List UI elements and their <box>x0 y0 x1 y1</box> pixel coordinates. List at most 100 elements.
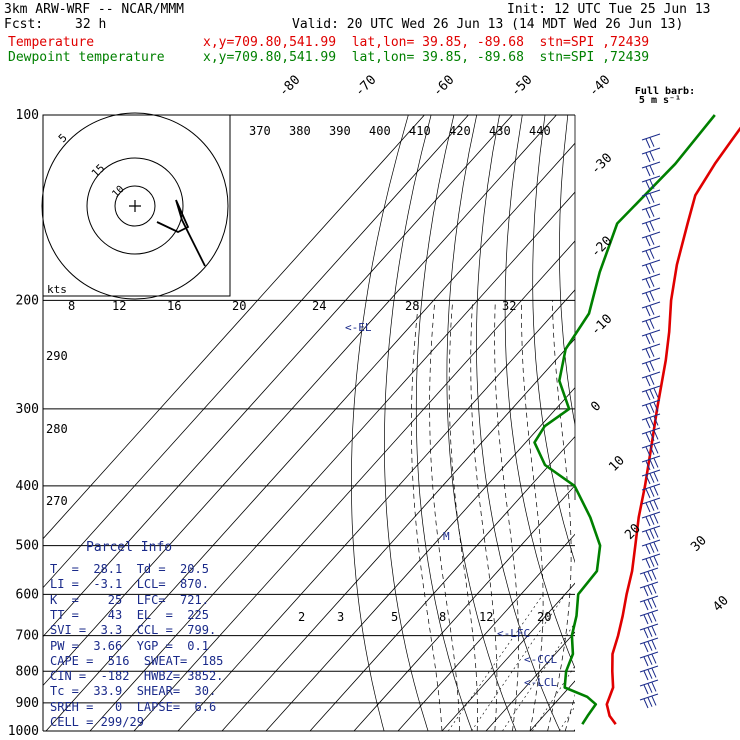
isotherm-line <box>353 484 575 731</box>
el-marker: <-EL <box>345 321 372 334</box>
wind-barb <box>639 679 659 695</box>
wind-barb <box>639 665 659 681</box>
wind-barb-staff <box>641 231 661 239</box>
isotherm-line <box>89 191 575 731</box>
wind-barb-flag <box>647 683 653 693</box>
hodograph-ring <box>41 112 229 300</box>
wind-barb-flag <box>649 221 655 231</box>
isotherm-line <box>43 115 425 540</box>
wind-barb-flag <box>645 208 651 219</box>
pressure-tick-label: 500 <box>16 539 39 554</box>
theta-label-side: 280 <box>46 422 68 436</box>
wind-barb-flag <box>645 166 651 177</box>
wind-barb-flag <box>647 697 653 707</box>
wind-barb-flag <box>645 264 651 275</box>
isotherm-line <box>662 115 740 731</box>
theta-label: 430 <box>489 124 511 138</box>
wind-barb-staff <box>641 427 661 435</box>
dewpoint-station-info: x,y=709.80,541.99 lat,lon= 39.85, -89.68… <box>203 50 650 65</box>
wind-barb-flag <box>651 696 657 706</box>
moist-adiabat <box>618 300 740 731</box>
wind-barb-flag <box>649 137 655 147</box>
isotherm-label: -60 <box>430 73 457 100</box>
wind-barb <box>639 581 659 597</box>
wind-barb-flag <box>645 334 651 345</box>
isotherm-label: 30 <box>688 533 710 555</box>
dewpoint-legend-label: Dewpoint temperature <box>8 50 165 65</box>
wind-barb-flag <box>645 460 651 471</box>
model-title: 3km ARW-WRF -- NCAR/MMM <box>4 2 185 17</box>
dry-adiabat <box>585 115 736 731</box>
theta-label: 370 <box>249 124 271 138</box>
wind-barb-flag <box>645 152 651 163</box>
hodo-speed-label: 8 <box>68 299 75 313</box>
pressure-tick-label: 400 <box>16 479 39 494</box>
wind-barb-flag <box>645 502 651 513</box>
dry-adiabat <box>659 115 740 731</box>
isotherm-label: -80 <box>276 73 303 100</box>
wind-barb-staff <box>639 623 659 631</box>
hodograph-trace <box>156 199 206 267</box>
wind-barb-flag <box>651 682 657 692</box>
wind-barb-staff <box>641 147 661 155</box>
wind-barb <box>641 287 661 303</box>
wind-barb-flag <box>647 571 653 581</box>
wind-barb-flag <box>651 570 657 580</box>
wind-barb <box>641 315 661 331</box>
hodograph-center-mark <box>129 200 141 212</box>
theta-label-side: 270 <box>46 494 68 508</box>
wind-barb-staff <box>641 315 661 323</box>
wind-barb-flag <box>649 291 655 301</box>
hodograph-ring <box>114 185 156 227</box>
wind-barb <box>641 511 661 527</box>
wind-barb-flag <box>647 655 653 665</box>
dry-adiabat <box>504 115 575 670</box>
dry-adiabat <box>532 115 575 564</box>
dry-adiabat <box>446 115 517 731</box>
wind-barb-flag <box>651 598 657 608</box>
isotherm-label: 40 <box>710 593 732 615</box>
hodo-speed-label: 12 <box>112 299 126 313</box>
wind-barb-flag <box>653 388 659 398</box>
wind-barb-flag <box>649 375 655 385</box>
wind-barb <box>639 651 659 667</box>
wind-barb-flag <box>649 165 655 175</box>
barb-legend-line2: 5 m s⁻¹ <box>639 95 681 106</box>
wind-barb-staff <box>639 693 659 701</box>
parcel-info-row: TT = 43 EL = 225 <box>50 607 209 622</box>
wind-barb-staff <box>641 511 661 519</box>
barb-legend-line1: Full barb: <box>635 86 695 97</box>
wind-barb <box>641 441 661 457</box>
wind-barb-flag <box>649 431 655 441</box>
mixing-ratio-line <box>471 594 566 731</box>
wind-barb-flag <box>647 599 653 609</box>
wind-barb-flag <box>645 530 651 541</box>
wind-barb-flag <box>649 389 655 399</box>
moist-adiabat <box>470 300 498 731</box>
wind-barb-staff <box>641 301 661 309</box>
wind-barb-staff <box>639 637 659 645</box>
parcel-info-row: SVI = 3.3 CCL = 799. <box>50 623 217 638</box>
theta-label: 390 <box>329 124 351 138</box>
wind-barbs <box>639 133 661 709</box>
wind-barb <box>639 595 659 611</box>
isotherm-label: 0 <box>588 399 604 415</box>
wind-barb-flag <box>653 472 659 482</box>
mixing-ratio-label: 8 <box>439 610 446 624</box>
isotherm-label: -10 <box>588 312 615 339</box>
wind-barb <box>641 147 661 163</box>
wind-barb <box>641 525 661 541</box>
wind-barb-staff <box>641 161 661 169</box>
wind-barb-flag <box>645 194 651 205</box>
wind-barb-flag <box>653 416 659 426</box>
wind-barb <box>639 609 659 625</box>
wind-barb-flag <box>649 207 655 217</box>
wind-barb-flag <box>645 278 651 289</box>
parcel-info-row: CAPE = 516 SWEAT= 185 <box>50 653 224 668</box>
wind-barb-flag <box>649 417 655 427</box>
isotherm-line <box>221 338 575 731</box>
theta-label: 410 <box>409 124 431 138</box>
isotherm-line <box>43 115 469 589</box>
wind-barb-flag <box>649 263 655 273</box>
wind-barb-staff <box>641 413 661 421</box>
